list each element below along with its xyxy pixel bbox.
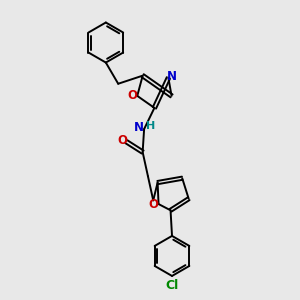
Text: O: O: [128, 89, 138, 102]
Text: O: O: [117, 134, 127, 147]
Text: N: N: [134, 122, 144, 134]
Text: Cl: Cl: [165, 280, 178, 292]
Text: O: O: [148, 198, 158, 211]
Text: N: N: [167, 70, 177, 83]
Text: H: H: [146, 121, 155, 130]
